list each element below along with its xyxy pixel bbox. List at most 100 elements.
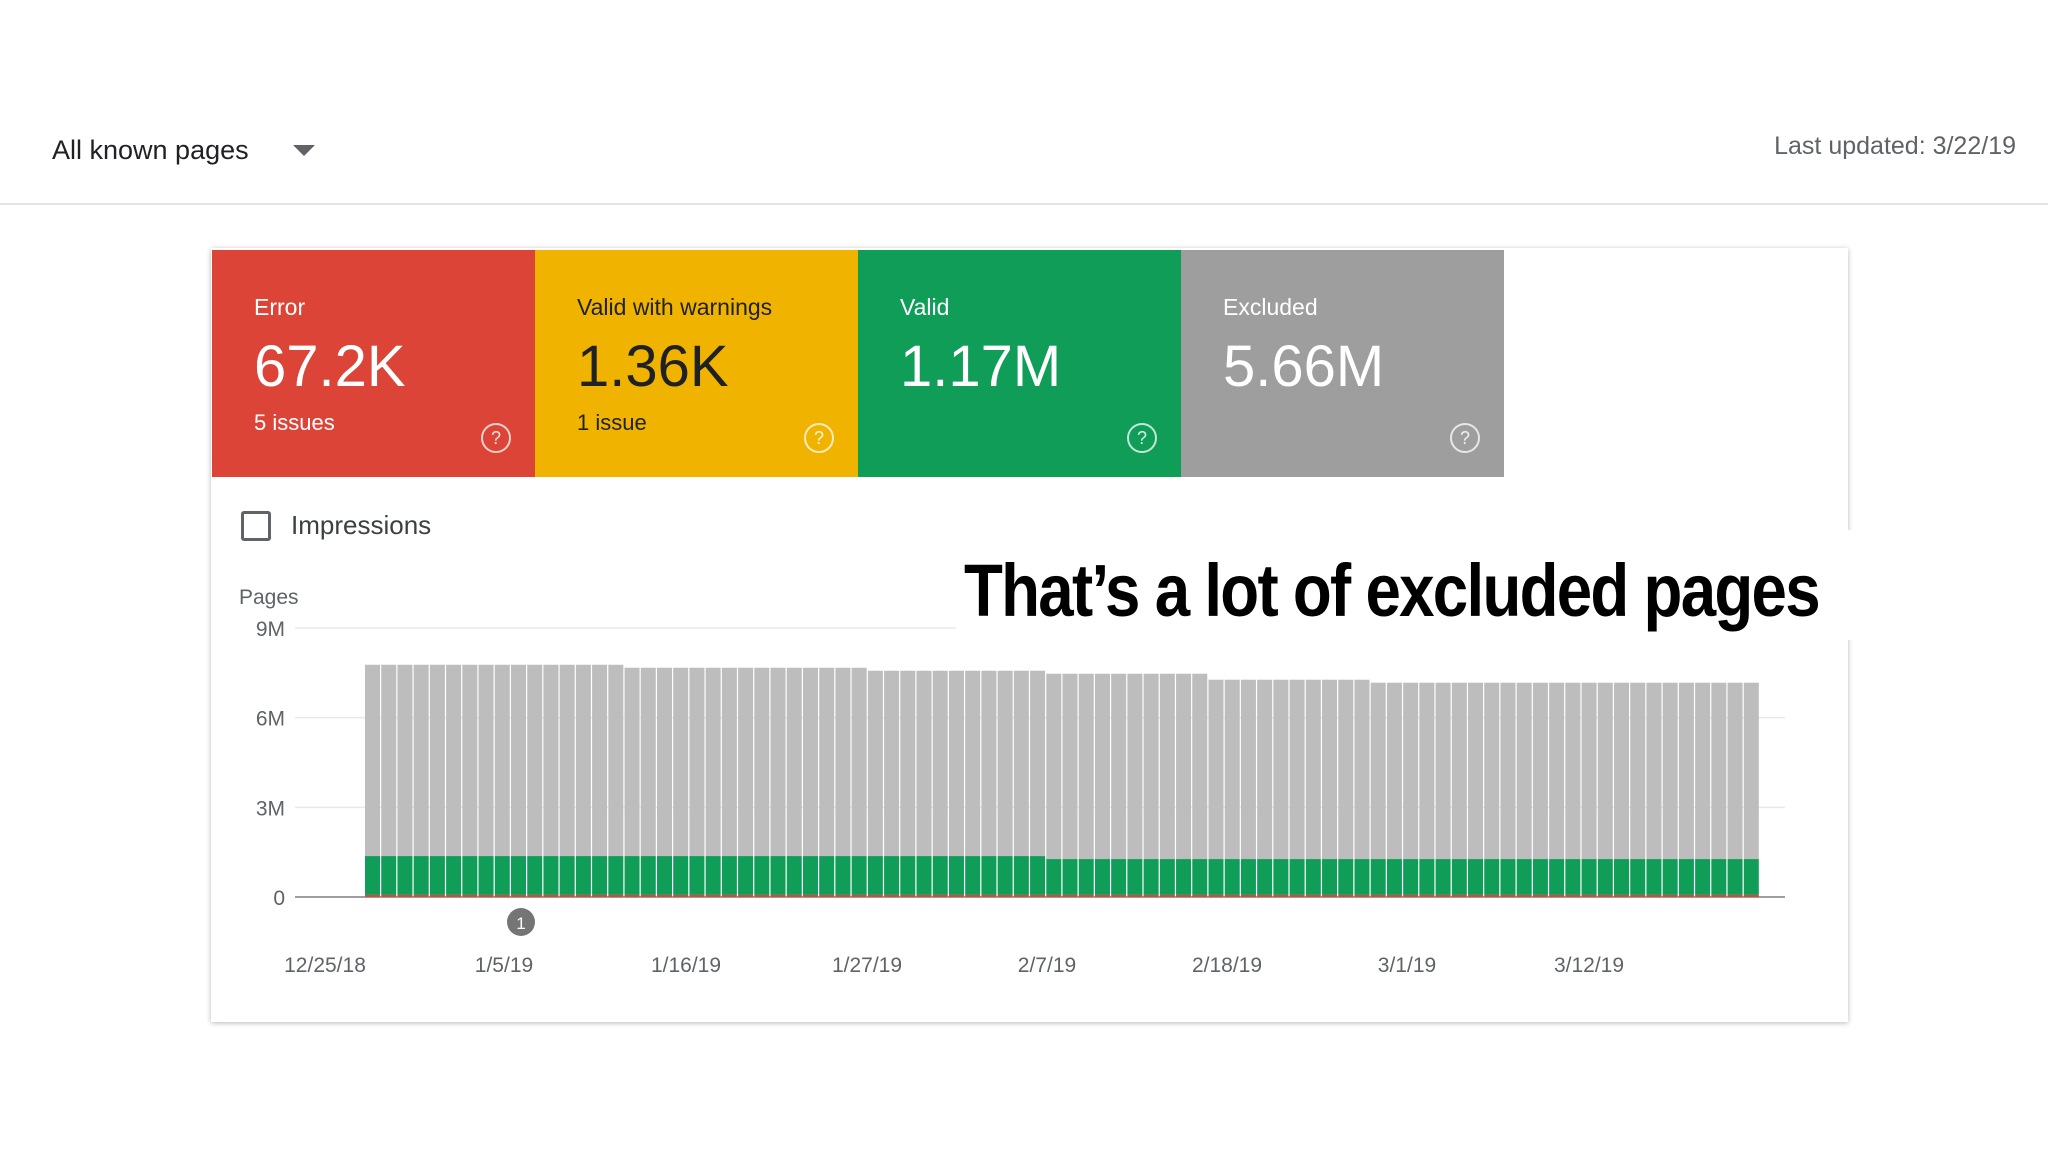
bar-error xyxy=(1678,894,1694,897)
bar-excluded xyxy=(608,664,624,857)
bar-error xyxy=(1354,894,1370,897)
bar-error xyxy=(527,894,543,897)
bar-error xyxy=(932,894,948,897)
x-tick-label: 3/12/19 xyxy=(1554,954,1624,977)
bar-excluded xyxy=(1208,679,1224,860)
bar-error xyxy=(1322,894,1338,897)
bar-error xyxy=(397,894,413,897)
bar-error xyxy=(575,894,591,897)
bar-valid xyxy=(1516,859,1532,895)
bar-error xyxy=(802,894,818,897)
bar-valid xyxy=(1224,859,1240,895)
bar-valid xyxy=(1662,859,1678,895)
bar-error xyxy=(381,894,397,897)
help-icon[interactable]: ? xyxy=(1450,423,1480,453)
help-icon[interactable]: ? xyxy=(1127,423,1157,453)
bar-error xyxy=(494,894,510,897)
y-tick-label: 0 xyxy=(273,887,285,910)
bar-excluded xyxy=(965,670,981,857)
bar-error xyxy=(1695,894,1711,897)
bar-valid xyxy=(1532,859,1548,895)
bar-error xyxy=(1208,894,1224,897)
caption-overlay: That’s a lot of excluded pages xyxy=(956,530,1916,640)
bar-valid xyxy=(673,856,689,895)
bar-error xyxy=(543,894,559,897)
bar-error xyxy=(948,894,964,897)
bar-excluded xyxy=(867,670,883,857)
bar-excluded xyxy=(916,670,932,857)
help-icon[interactable]: ? xyxy=(804,423,834,453)
bar-error xyxy=(981,894,997,897)
bar-excluded xyxy=(1614,682,1630,860)
bar-excluded xyxy=(640,667,656,857)
bar-error xyxy=(689,894,705,897)
bar-valid xyxy=(510,856,527,895)
bar-valid xyxy=(1208,859,1224,895)
bar-excluded xyxy=(1030,670,1046,857)
bar-excluded xyxy=(981,670,997,857)
tile-excluded-value: 5.66M xyxy=(1223,334,1385,399)
bar-valid xyxy=(1257,859,1273,895)
bar-error xyxy=(819,894,835,897)
bar-excluded xyxy=(494,664,510,857)
x-tick-label: 1/5/19 xyxy=(475,954,533,977)
annotation-marker[interactable]: 1 xyxy=(507,908,535,936)
bar-error xyxy=(673,894,689,897)
bar-excluded xyxy=(462,664,478,857)
bar-valid xyxy=(1711,859,1727,895)
bar-error xyxy=(867,894,883,897)
bar-excluded xyxy=(705,667,721,857)
bar-valid xyxy=(770,856,786,895)
bar-valid xyxy=(1743,859,1759,895)
x-tick-label: 1/16/19 xyxy=(651,954,721,977)
tile-valid[interactable]: Valid 1.17M ? xyxy=(858,250,1181,477)
pages-filter-dropdown[interactable]: All known pages xyxy=(52,128,315,172)
bar-error xyxy=(1224,894,1240,897)
bar-error xyxy=(851,894,867,897)
bar-valid xyxy=(1403,859,1419,895)
bar-error xyxy=(1727,894,1743,897)
bar-excluded xyxy=(786,667,802,857)
bar-valid xyxy=(754,856,770,895)
bar-excluded xyxy=(1176,673,1192,860)
bar-error xyxy=(1630,894,1646,897)
bar-excluded xyxy=(381,664,397,857)
bar-valid xyxy=(1240,859,1256,895)
tile-excluded[interactable]: Excluded 5.66M ? xyxy=(1181,250,1504,477)
bar-valid xyxy=(559,856,575,895)
bar-valid xyxy=(1094,859,1110,895)
bar-error xyxy=(1143,894,1159,897)
bar-valid xyxy=(624,856,640,895)
bar-valid xyxy=(1338,859,1354,895)
bar-valid xyxy=(1565,859,1581,895)
bar-excluded xyxy=(948,670,964,857)
bar-excluded xyxy=(1143,673,1159,860)
bar-error xyxy=(462,894,478,897)
bar-error xyxy=(1662,894,1678,897)
bar-valid xyxy=(1451,859,1467,895)
bar-valid xyxy=(1111,859,1127,895)
bar-valid xyxy=(916,856,932,895)
bar-valid xyxy=(948,856,964,895)
bar-error xyxy=(721,894,737,897)
bar-error xyxy=(1711,894,1727,897)
bar-excluded xyxy=(510,664,527,857)
y-axis-title: Pages xyxy=(239,586,299,609)
bar-valid xyxy=(1549,859,1565,895)
help-icon[interactable]: ? xyxy=(481,423,511,453)
y-tick-label: 6M xyxy=(256,708,285,731)
bar-valid xyxy=(1484,859,1500,895)
bar-valid xyxy=(721,856,737,895)
chevron-down-icon[interactable] xyxy=(292,144,315,156)
impressions-checkbox[interactable] xyxy=(241,510,271,541)
tile-error[interactable]: Error 67.2K 5 issues ? xyxy=(212,250,535,477)
x-tick-label: 2/7/19 xyxy=(1018,954,1076,977)
bar-excluded xyxy=(754,667,770,857)
tile-valid-with-warnings[interactable]: Valid with warnings 1.36K 1 issue ? xyxy=(535,250,858,477)
impressions-toggle[interactable]: Impressions xyxy=(241,510,431,541)
bar-excluded xyxy=(365,664,381,857)
bar-error xyxy=(446,894,462,897)
bar-error xyxy=(608,894,624,897)
bar-excluded xyxy=(884,670,900,857)
bar-valid xyxy=(1597,859,1613,895)
